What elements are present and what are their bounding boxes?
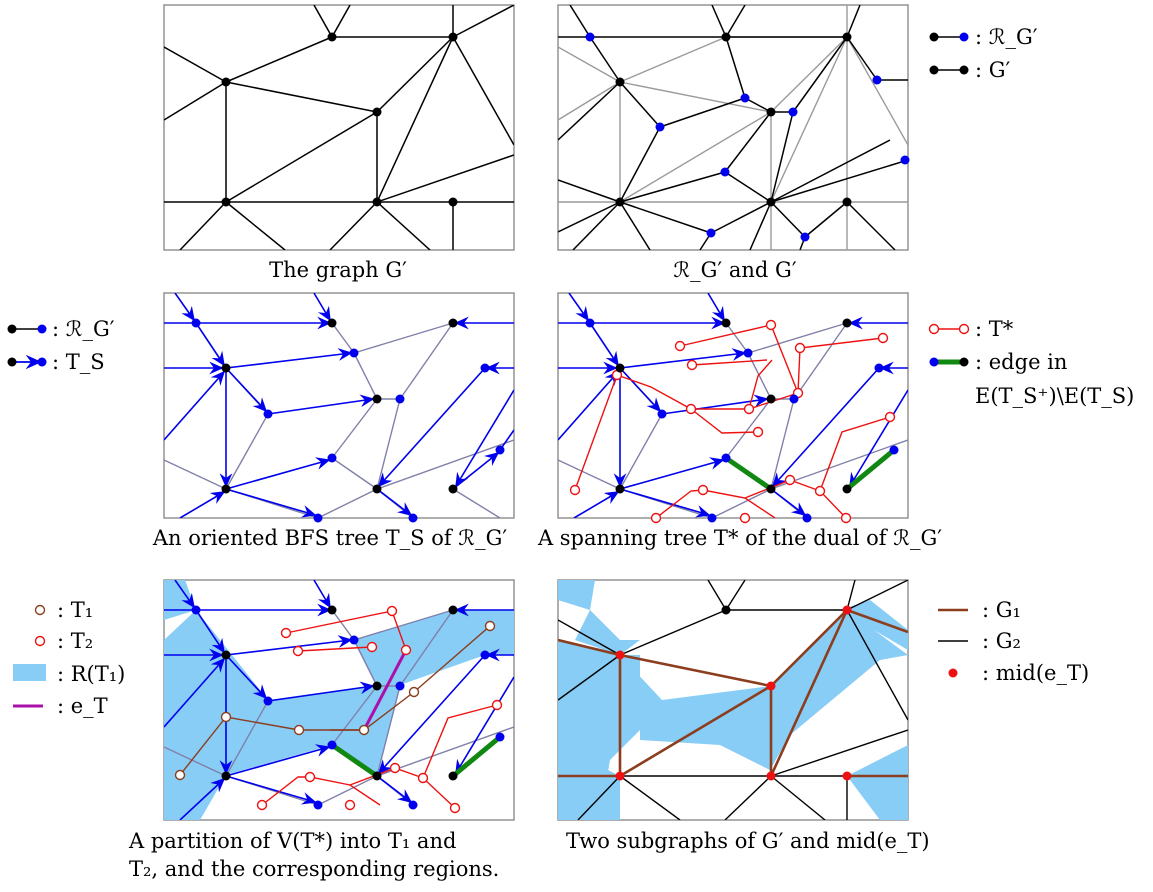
caption-panel-5-line-2: T₂, and the corresponding regions.: [129, 857, 499, 881]
panel-4-blue-vertices: [585, 318, 899, 523]
g2-edges: [558, 580, 908, 820]
panel-5-blue-edges: [164, 580, 514, 820]
panel-partition: A partition of V(T*) into T₁ and T₂, and…: [128, 579, 515, 881]
t2-vertices: [256, 605, 503, 814]
caption-panel-1: The graph G′: [269, 258, 407, 282]
caption-panel-4: A spanning tree T* of the dual of ℛ_G′: [537, 526, 942, 550]
legend-g2-label: : G₂: [982, 629, 1021, 653]
panel-6-black-vertices: [721, 605, 731, 615]
bfs-tree-edges: [164, 293, 514, 518]
rg-blue-vertices: [585, 32, 910, 242]
panel-5-blue-vertices: [191, 605, 505, 810]
legend-region-label: : R(T₁): [57, 662, 125, 686]
legend-t1-label: : T₁: [57, 598, 93, 622]
legend-bottom-right: : G₁ : G₂ : mid(e_T): [938, 598, 1089, 685]
legend-mid-label: : mid(e_T): [982, 661, 1089, 685]
rg-black-vertices: [615, 32, 852, 207]
t1-edges: [179, 625, 491, 776]
caption-panel-5-line-1: A partition of V(T*) into T₁ and: [128, 829, 456, 853]
graph-g-prime-vertices: [221, 32, 458, 207]
panel-subgraphs: Two subgraphs of G′ and mid(e_T): [557, 579, 930, 853]
panel-5-black-vertices: [221, 605, 458, 781]
mid-et-vertices: [615, 605, 852, 781]
panel-rg-and-g: ℛ_G′ and G′: [557, 4, 910, 282]
caption-panel-2: ℛ_G′ and G′: [673, 258, 796, 282]
edge-e-t: [362, 649, 408, 731]
legend-t2-label: : T₂: [57, 629, 93, 653]
panel-graph-g-prime: The graph G′: [163, 4, 515, 282]
legend-rg-label-2: : ℛ_G′: [52, 317, 115, 341]
dual-tree-vertices: [569, 319, 896, 524]
legend-middle-right: : T* : edge in E(T_S⁺)\E(T_S): [928, 317, 1134, 408]
legend-tstar-label: : T*: [975, 317, 1014, 341]
legend-bottom-left: : T₁ : T₂ : R(T₁) : e_T: [13, 598, 125, 718]
legend-g-prime-label: : G′: [975, 58, 1011, 82]
legend-rg-label: : ℛ_G′: [975, 25, 1038, 49]
legend-edge-set-label: E(T_S⁺)\E(T_S): [975, 384, 1134, 408]
panel-1-frame: [163, 4, 515, 251]
graph-g-prime-edges: [164, 5, 514, 250]
t1-vertices: [174, 620, 496, 781]
legend-ts-label: : T_S: [52, 350, 105, 374]
panel-4-blue-edges: [558, 293, 908, 518]
legend-top-right: : ℛ_G′ : G′: [929, 25, 1038, 82]
panel-4-black-vertices: [615, 318, 852, 494]
green-edges: [724, 448, 896, 492]
bfs-blue-vertices: [191, 318, 505, 523]
panel-spanning-tree: A spanning tree T* of the dual of ℛ_G′: [537, 292, 942, 550]
legend-edge-in-label: : edge in: [975, 350, 1067, 374]
region-r-t1: [164, 580, 514, 820]
caption-panel-6: Two subgraphs of G′ and mid(e_T): [566, 829, 930, 853]
legend-g1-label: : G₁: [982, 598, 1021, 622]
panel-5-green-edges: [330, 735, 502, 779]
legend-et-label: : e_T: [57, 694, 108, 718]
g1-edges: [558, 608, 908, 778]
panel-bfs-tree: An oriented BFS tree T_S of ℛ_G′: [152, 292, 515, 550]
panel-2-frame: [557, 4, 909, 251]
caption-panel-3: An oriented BFS tree T_S of ℛ_G′: [152, 526, 507, 550]
legend-middle-left: : ℛ_G′ : T_S: [7, 317, 115, 374]
bfs-black-vertices: [221, 318, 458, 494]
graph-rg-edges: [558, 5, 908, 250]
